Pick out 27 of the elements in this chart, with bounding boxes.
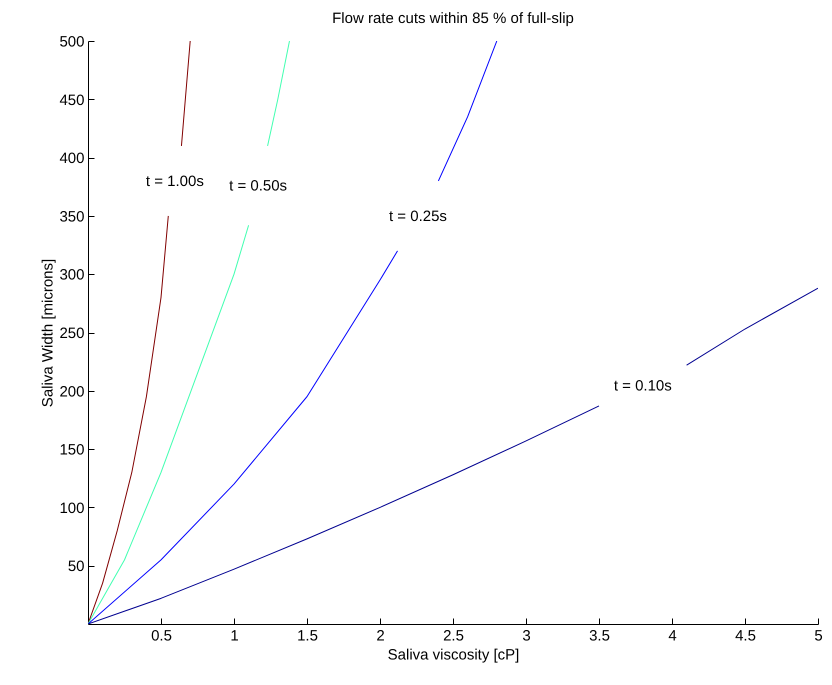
y-tick-label: 500 <box>59 34 84 50</box>
x-tick-label: 1.5 <box>297 628 318 644</box>
x-tick-label: 0.5 <box>151 628 172 644</box>
x-tick-label: 2.5 <box>443 628 464 644</box>
text: t = 1.00s <box>146 172 204 190</box>
y-axis-title: Saliva Width [microns] <box>39 258 56 408</box>
text: t = 0.50s <box>229 178 288 195</box>
y-tick-label: 50 <box>68 558 84 576</box>
y-tick-label: 350 <box>59 208 84 226</box>
x-tick-label: 2 <box>376 628 385 644</box>
series-label: t = 0.10s <box>614 378 672 395</box>
x-tick-label: 5 <box>814 628 823 644</box>
x-tick-label: 4 <box>668 628 677 644</box>
y-tick-label: 300 <box>59 266 84 284</box>
chart-title: Flow rate cuts within 85 % of full-slip <box>332 10 574 27</box>
series-label: t = 0.25s <box>388 208 447 225</box>
x-tick-label: 3.5 <box>589 628 610 644</box>
x-tick-label: 1 <box>230 628 239 644</box>
x-axis-title: Saliva viscosity [cP] <box>388 646 520 664</box>
y-tick-label: 400 <box>59 150 84 168</box>
y-tick-label: 200 <box>59 383 84 400</box>
y-tick-label: 250 <box>59 325 84 342</box>
y-tick-label: 450 <box>59 92 84 109</box>
y-tick-label: 100 <box>59 500 84 517</box>
x-tick-label: 3 <box>522 628 531 644</box>
y-tick-label: 150 <box>59 442 84 459</box>
x-tick-label: 4.5 <box>735 628 756 644</box>
